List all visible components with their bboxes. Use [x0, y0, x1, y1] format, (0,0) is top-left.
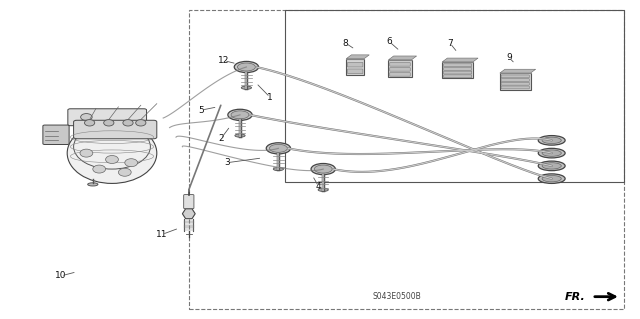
Ellipse shape [118, 168, 131, 176]
Ellipse shape [125, 159, 138, 167]
FancyBboxPatch shape [501, 82, 529, 85]
Ellipse shape [538, 136, 565, 145]
Ellipse shape [234, 61, 259, 73]
Ellipse shape [228, 109, 252, 121]
Text: 7: 7 [447, 39, 452, 48]
Text: 1: 1 [268, 93, 273, 102]
Text: 3: 3 [225, 158, 230, 167]
Text: 4: 4 [316, 182, 321, 191]
Text: 11: 11 [156, 230, 168, 239]
Text: 9: 9 [506, 53, 511, 62]
Ellipse shape [542, 175, 561, 182]
FancyBboxPatch shape [390, 63, 410, 66]
FancyBboxPatch shape [68, 109, 147, 126]
FancyBboxPatch shape [501, 78, 529, 81]
Ellipse shape [241, 86, 252, 89]
FancyBboxPatch shape [184, 195, 194, 209]
FancyBboxPatch shape [442, 62, 473, 78]
FancyBboxPatch shape [501, 86, 529, 89]
Text: 10: 10 [55, 271, 67, 280]
Ellipse shape [314, 165, 332, 173]
Polygon shape [182, 209, 195, 219]
Ellipse shape [123, 120, 133, 126]
Ellipse shape [237, 63, 255, 71]
FancyBboxPatch shape [390, 68, 410, 71]
FancyBboxPatch shape [348, 62, 363, 67]
Polygon shape [500, 69, 536, 73]
Polygon shape [388, 56, 417, 60]
Ellipse shape [235, 134, 245, 137]
Ellipse shape [318, 188, 328, 191]
Text: 2: 2 [218, 134, 223, 143]
Polygon shape [442, 58, 478, 62]
Ellipse shape [542, 163, 561, 169]
Ellipse shape [88, 183, 98, 186]
Ellipse shape [542, 137, 561, 144]
Text: 12: 12 [218, 56, 230, 65]
FancyBboxPatch shape [74, 120, 157, 139]
Ellipse shape [542, 150, 561, 156]
Ellipse shape [81, 114, 92, 121]
Ellipse shape [136, 120, 146, 126]
FancyBboxPatch shape [444, 67, 472, 70]
Ellipse shape [67, 123, 157, 183]
Text: 6: 6 [387, 37, 392, 46]
Text: 5: 5 [199, 106, 204, 115]
Ellipse shape [104, 120, 114, 126]
Ellipse shape [269, 144, 287, 152]
Ellipse shape [311, 164, 335, 175]
FancyBboxPatch shape [43, 125, 69, 145]
Text: S043E0500B: S043E0500B [372, 292, 421, 301]
Ellipse shape [84, 120, 95, 126]
Ellipse shape [538, 148, 565, 158]
FancyBboxPatch shape [500, 73, 531, 90]
Ellipse shape [93, 165, 106, 173]
Text: 8: 8 [343, 39, 348, 48]
Text: FR.: FR. [565, 292, 586, 302]
Ellipse shape [273, 167, 284, 171]
FancyBboxPatch shape [444, 64, 472, 67]
FancyBboxPatch shape [444, 75, 472, 78]
FancyBboxPatch shape [346, 59, 364, 75]
Ellipse shape [231, 111, 249, 119]
Ellipse shape [80, 149, 93, 157]
FancyBboxPatch shape [444, 71, 472, 74]
Ellipse shape [266, 143, 291, 154]
Polygon shape [346, 55, 369, 59]
FancyBboxPatch shape [501, 75, 529, 78]
Ellipse shape [106, 155, 118, 164]
FancyBboxPatch shape [348, 69, 363, 74]
FancyBboxPatch shape [388, 60, 412, 77]
Ellipse shape [538, 174, 565, 183]
Ellipse shape [538, 161, 565, 171]
FancyBboxPatch shape [390, 72, 410, 76]
